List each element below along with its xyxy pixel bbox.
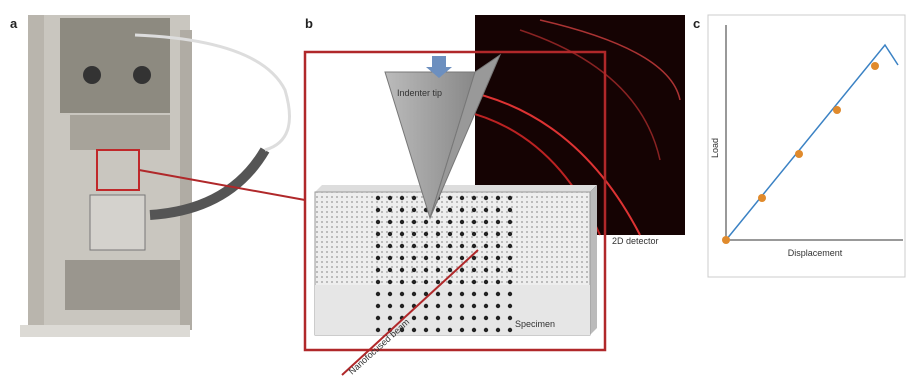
figure: a b 2D detector Indenter tip Specimen Na… <box>0 0 907 379</box>
specimen-label: Specimen <box>515 319 555 329</box>
curve <box>726 45 898 240</box>
indenter-label: Indenter tip <box>397 88 442 98</box>
panel-label: b <box>305 16 313 31</box>
detector-label: 2D detector <box>612 236 659 246</box>
panel-label: a <box>10 16 18 31</box>
panel-frame <box>708 15 905 277</box>
specimen <box>315 185 597 335</box>
panel-label: c <box>693 16 700 31</box>
y-axis-label: Load <box>710 138 720 158</box>
arrow <box>432 56 446 68</box>
x-axis-label: Displacement <box>788 248 843 258</box>
apparatus-photo <box>20 15 290 337</box>
